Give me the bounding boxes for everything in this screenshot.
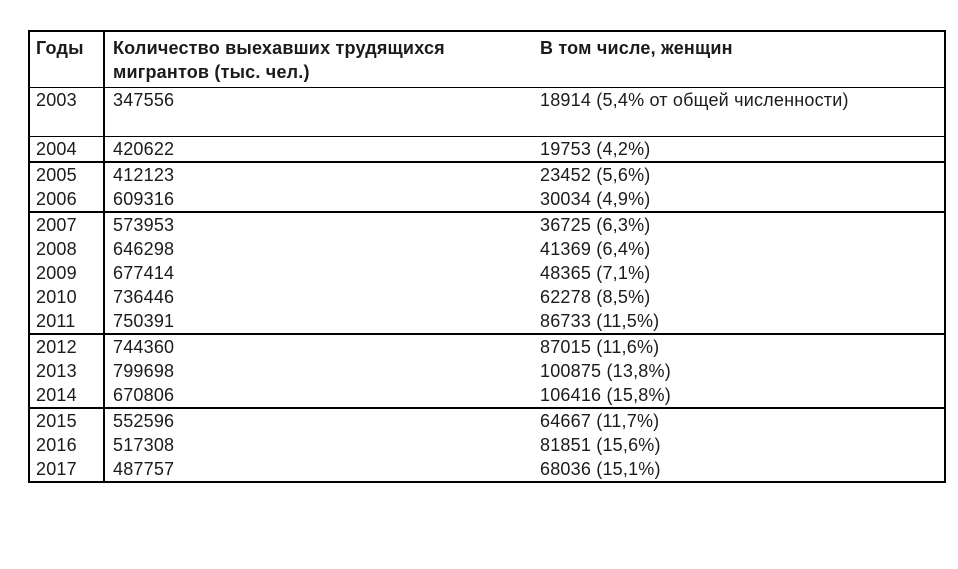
migrants-cell: 487757: [113, 459, 175, 479]
migrants-cell: 646298: [113, 239, 175, 259]
migrants-cell: 420622: [113, 139, 175, 159]
table-header-row: Годы Количество выехавших трудящихся миг…: [30, 32, 944, 88]
women-cell: 100875 (13,8%): [540, 361, 671, 381]
row-group-3: 2007 573953 36725 (6,3%) 2008 646298 41369 (6…: [30, 211, 944, 333]
women-cell: 18914 (5,4% от общей численности): [540, 90, 849, 110]
year-cell: 2012: [30, 335, 105, 359]
year-cell: 2015: [30, 409, 105, 433]
row-group-2: 2005 412123 23452 (5,6%) 2006 609316 30034 (4…: [30, 161, 944, 211]
row-group-4: 2012 744360 87015 (11,6%) 2013 799698 100875 …: [30, 333, 944, 407]
women-cell: 19753 (4,2%): [540, 139, 651, 159]
row-group-5: 2015 552596 64667 (11,7%) 2016 517308 81851 (…: [30, 407, 944, 481]
year-cell: 2008: [30, 237, 105, 261]
table-row-2014: 2014 670806 106416 (15,8%): [30, 383, 944, 407]
year-cell: 2005: [30, 163, 105, 187]
header-years-label: Годы: [36, 38, 84, 58]
migrants-cell: 609316: [113, 189, 175, 209]
migrants-cell: 744360: [113, 337, 175, 357]
women-cell: 36725 (6,3%): [540, 215, 651, 235]
year-cell: 2004: [30, 137, 105, 161]
year-cell: 2013: [30, 359, 105, 383]
header-migrants: Количество выехавших трудящихся мигранто…: [105, 32, 538, 87]
migrants-cell: 799698: [113, 361, 175, 381]
women-cell: 81851 (15,6%): [540, 435, 661, 455]
migrants-cell: 670806: [113, 385, 175, 405]
migrants-table: Годы Количество выехавших трудящихся миг…: [28, 30, 946, 483]
table-row-2006: 2006 609316 30034 (4,9%): [30, 187, 944, 211]
header-years: Годы: [30, 32, 105, 87]
migrants-cell: 552596: [113, 411, 175, 431]
table-row-2005: 2005 412123 23452 (5,6%): [30, 163, 944, 187]
women-cell: 48365 (7,1%): [540, 263, 651, 283]
migrants-cell: 517308: [113, 435, 175, 455]
migrants-cell: 573953: [113, 215, 175, 235]
table-body: 2003 347556 18914 (5,4% от общей численнос…: [30, 88, 944, 481]
table-row-2009: 2009 677414 48365 (7,1%): [30, 261, 944, 285]
year-cell: 2006: [30, 187, 105, 211]
table-row-2013: 2013 799698 100875 (13,8%): [30, 359, 944, 383]
year-cell: 2010: [30, 285, 105, 309]
table-row-2004: 2004 420622 19753 (4,2%): [30, 137, 944, 161]
year-cell: 2007: [30, 213, 105, 237]
year-cell: 2003: [30, 88, 105, 136]
women-cell: 87015 (11,6%): [540, 337, 660, 357]
migrants-cell: 750391: [113, 311, 175, 331]
table-row-2012: 2012 744360 87015 (11,6%): [30, 335, 944, 359]
row-group-1: 2004 420622 19753 (4,2%): [30, 136, 944, 161]
table-row-2016: 2016 517308 81851 (15,6%): [30, 433, 944, 457]
women-cell: 68036 (15,1%): [540, 459, 661, 479]
year-cell: 2017: [30, 457, 105, 481]
table-row-2008: 2008 646298 41369 (6,4%): [30, 237, 944, 261]
year-cell: 2011: [30, 309, 105, 333]
header-migrants-line1: Количество выехавших трудящихся: [113, 38, 445, 58]
women-cell: 62278 (8,5%): [540, 287, 651, 307]
women-cell: 64667 (11,7%): [540, 411, 660, 431]
header-women: В том числе, женщин: [538, 32, 944, 87]
women-cell: 23452 (5,6%): [540, 165, 651, 185]
women-cell: 30034 (4,9%): [540, 189, 651, 209]
migrants-cell: 736446: [113, 287, 175, 307]
year-cell: 2009: [30, 261, 105, 285]
header-migrants-line2: мигрантов (тыс. чел.): [113, 62, 310, 82]
migrants-cell: 677414: [113, 263, 175, 283]
year-cell: 2016: [30, 433, 105, 457]
header-women-label: В том числе, женщин: [540, 38, 733, 58]
table-row-2007: 2007 573953 36725 (6,3%): [30, 213, 944, 237]
migrants-cell: 347556: [113, 90, 175, 110]
row-group-0: 2003 347556 18914 (5,4% от общей численнос…: [30, 88, 944, 136]
table-row-2011: 2011 750391 86733 (11,5%): [30, 309, 944, 333]
table-row-2017: 2017 487757 68036 (15,1%): [30, 457, 944, 481]
table-row-2010: 2010 736446 62278 (8,5%): [30, 285, 944, 309]
women-cell: 86733 (11,5%): [540, 311, 660, 331]
table-row-2003: 2003 347556 18914 (5,4% от общей численнос…: [30, 88, 944, 136]
migrants-cell: 412123: [113, 165, 175, 185]
table-row-2015: 2015 552596 64667 (11,7%): [30, 409, 944, 433]
women-cell: 41369 (6,4%): [540, 239, 651, 259]
women-cell: 106416 (15,8%): [540, 385, 671, 405]
year-cell: 2014: [30, 383, 105, 407]
